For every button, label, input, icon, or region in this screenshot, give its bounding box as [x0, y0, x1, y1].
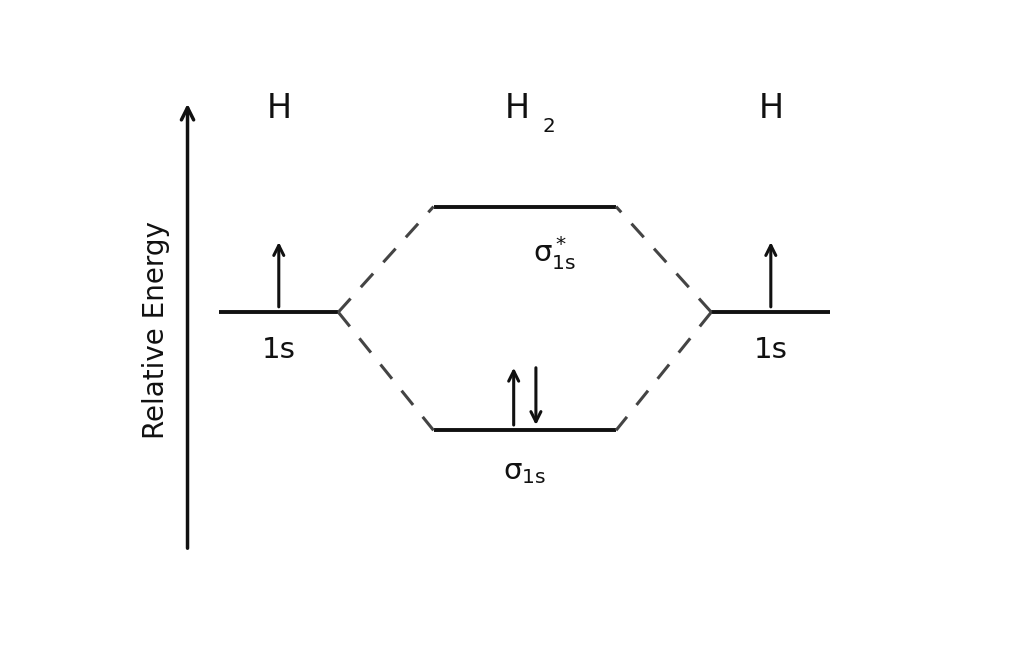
Text: H: H: [759, 92, 783, 125]
Text: $\mathregular{\sigma}_{\mathregular{1s}}$: $\mathregular{\sigma}_{\mathregular{1s}}…: [503, 458, 547, 486]
Text: H: H: [266, 92, 291, 125]
Text: $\mathregular{\sigma}^*_{\mathregular{1s}}$: $\mathregular{\sigma}^*_{\mathregular{1s…: [532, 234, 577, 272]
Text: Relative Energy: Relative Energy: [141, 221, 170, 439]
Text: 1s: 1s: [754, 336, 787, 364]
Text: 1s: 1s: [262, 336, 296, 364]
Text: H: H: [505, 92, 529, 125]
Text: 2: 2: [543, 117, 555, 136]
